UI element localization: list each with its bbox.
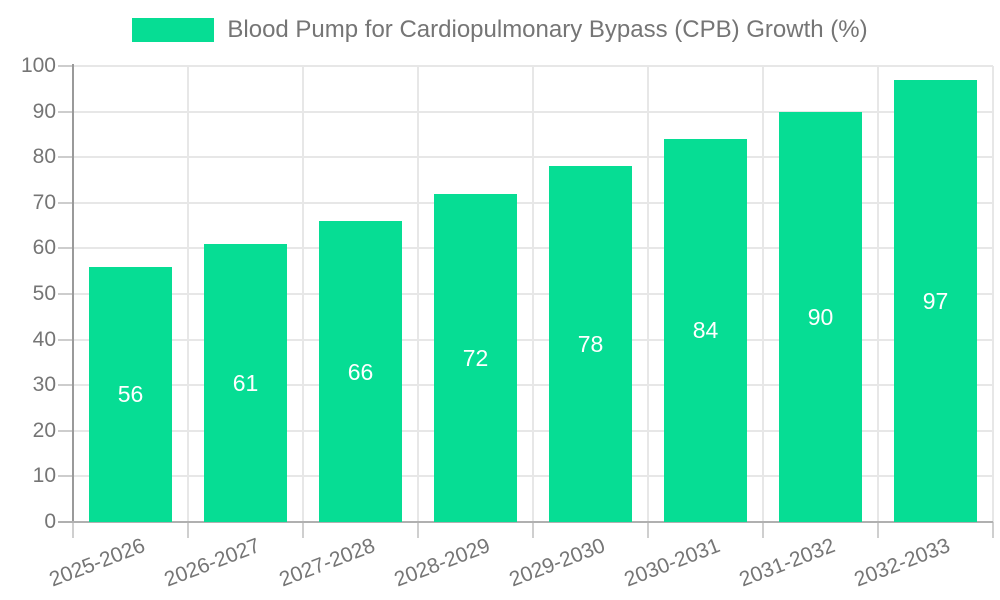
y-tick-label: 0: [44, 510, 56, 533]
x-axis-tick: [72, 522, 74, 538]
y-tick-label: 90: [32, 99, 56, 123]
legend: Blood Pump for Cardiopulmonary Bypass (C…: [0, 16, 1000, 44]
y-tick-label: 70: [32, 190, 56, 214]
gridline-vertical: [532, 66, 534, 522]
y-tick-label: 40: [32, 327, 56, 351]
y-axis-tick: [58, 475, 73, 478]
y-axis-tick: [58, 384, 73, 387]
y-axis-line: [72, 64, 74, 522]
bar: [204, 243, 287, 522]
x-axis-tick: [532, 522, 534, 538]
y-tick-label: 10: [32, 464, 56, 488]
gridline-vertical: [992, 66, 994, 522]
x-axis-tick: [647, 522, 649, 538]
y-axis-tick: [58, 293, 73, 295]
gridline-vertical: [187, 66, 189, 522]
x-axis-tick: [762, 522, 764, 538]
bar: [549, 166, 632, 522]
bar: [319, 221, 402, 522]
bar-value-label: 78: [577, 331, 604, 358]
bar-value-label: 97: [922, 287, 949, 314]
x-axis-tick: [187, 522, 189, 538]
bar-value-label: 66: [347, 358, 374, 385]
gridline-vertical: [302, 66, 304, 522]
legend-label: Blood Pump for Cardiopulmonary Bypass (C…: [227, 16, 868, 43]
bar-value-label: 90: [807, 303, 834, 330]
y-axis-tick: [58, 247, 73, 250]
bar: [779, 111, 862, 522]
y-axis-tick: [58, 156, 73, 159]
bar-value-label: 61: [232, 369, 259, 396]
y-tick-label: 100: [20, 54, 56, 77]
bar-value-label: 56: [117, 381, 144, 408]
y-tick-label: 30: [32, 373, 56, 397]
x-axis-tick: [302, 522, 304, 538]
bar-value-label: 72: [462, 344, 489, 371]
bar: [664, 138, 747, 522]
x-axis-line: [58, 521, 993, 523]
x-axis-tick: [992, 522, 994, 538]
y-tick-label: 80: [32, 145, 56, 169]
y-tick-label: 20: [32, 418, 56, 442]
y-axis-tick: [58, 65, 73, 67]
gridline-vertical: [417, 66, 419, 522]
bar: [434, 193, 517, 522]
gridline-vertical: [877, 66, 879, 522]
bar: [894, 79, 977, 522]
y-axis-tick: [58, 110, 73, 113]
y-tick-label: 60: [32, 236, 56, 260]
gridline-vertical: [762, 66, 764, 522]
y-axis-tick: [58, 429, 73, 432]
y-axis-tick: [58, 338, 73, 341]
legend-swatch: [132, 18, 215, 42]
bar: [89, 266, 172, 522]
gridline-vertical: [647, 66, 649, 522]
x-axis-tick: [877, 522, 879, 538]
bar-value-label: 84: [692, 317, 719, 344]
y-axis-tick: [58, 201, 73, 204]
y-tick-label: 50: [32, 282, 56, 305]
x-axis-tick: [417, 522, 419, 538]
